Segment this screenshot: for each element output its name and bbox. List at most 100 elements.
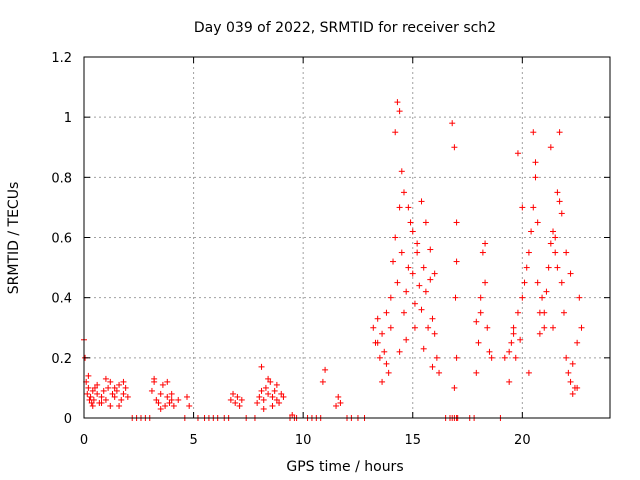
data-point — [91, 384, 98, 391]
data-point — [510, 324, 517, 331]
data-point — [102, 396, 109, 403]
data-point — [449, 120, 456, 127]
data-point — [262, 384, 269, 391]
data-point — [89, 402, 96, 409]
data-point — [260, 396, 267, 403]
data-point — [148, 387, 155, 394]
data-point — [484, 324, 491, 331]
data-point — [398, 168, 405, 175]
data-point — [256, 393, 263, 400]
data-point — [567, 378, 574, 385]
data-point — [519, 204, 526, 211]
data-point — [407, 219, 414, 226]
data-point — [265, 390, 272, 397]
data-point — [94, 390, 101, 397]
data-point — [184, 393, 191, 400]
data-point — [554, 264, 561, 271]
data-point — [383, 360, 390, 367]
data-point — [267, 378, 274, 385]
data-point — [85, 372, 92, 379]
data-point — [451, 384, 458, 391]
data-point — [420, 264, 427, 271]
x-tick-labels: 0 5 10 15 20 — [80, 433, 531, 448]
data-point — [276, 399, 283, 406]
data-point — [541, 309, 548, 316]
data-point — [280, 393, 287, 400]
data-point — [563, 249, 570, 256]
data-point — [420, 345, 427, 352]
data-point — [94, 381, 101, 388]
y-axis-label: SRMTID / TECUs — [6, 182, 22, 295]
data-point — [567, 270, 574, 277]
data-point — [411, 324, 418, 331]
data-point — [558, 210, 565, 217]
data-point — [258, 387, 265, 394]
data-point — [159, 381, 166, 388]
data-point — [234, 393, 241, 400]
data-point — [109, 390, 116, 397]
data-point — [510, 330, 517, 337]
data-point — [403, 336, 410, 343]
data-point — [569, 390, 576, 397]
data-point — [429, 363, 436, 370]
data-point — [517, 336, 524, 343]
plot-frame — [83, 56, 611, 419]
data-point — [85, 384, 92, 391]
data-point — [418, 306, 425, 313]
data-point — [488, 354, 495, 361]
data-point — [433, 354, 440, 361]
data-point — [547, 144, 554, 151]
data-point — [98, 393, 105, 400]
data-point — [479, 249, 486, 256]
x-tick-label: 5 — [189, 433, 197, 448]
x-axis-label: GPS time / hours — [286, 459, 403, 475]
y-tick-labels: 0 0.2 0.4 0.6 0.8 1 1.2 — [51, 51, 72, 427]
data-point — [453, 258, 460, 265]
data-point — [409, 270, 416, 277]
data-point — [403, 288, 410, 295]
data-point — [116, 381, 123, 388]
data-point — [436, 369, 443, 376]
data-point — [124, 393, 131, 400]
data-point — [289, 411, 296, 418]
data-point — [278, 390, 285, 397]
data-point — [168, 390, 175, 397]
data-point — [506, 378, 513, 385]
data-point — [168, 396, 175, 403]
data-point — [335, 393, 342, 400]
data-point — [543, 288, 550, 295]
data-point — [477, 309, 484, 316]
data-point — [319, 378, 326, 385]
data-point — [100, 387, 107, 394]
data-point — [260, 405, 267, 412]
data-point — [175, 396, 182, 403]
data-point — [116, 402, 123, 409]
data-point — [164, 393, 171, 400]
axis-ticks — [83, 56, 610, 419]
data-points — [81, 99, 585, 421]
data-point — [530, 129, 537, 136]
data-point — [563, 354, 570, 361]
data-point — [227, 396, 234, 403]
data-point — [525, 249, 532, 256]
data-point — [392, 129, 399, 136]
data-point — [453, 219, 460, 226]
data-point — [111, 393, 118, 400]
data-point — [254, 399, 261, 406]
data-point — [398, 249, 405, 256]
data-point — [118, 396, 125, 403]
data-point — [532, 174, 539, 181]
data-point — [547, 240, 554, 247]
data-point — [238, 396, 245, 403]
data-point — [89, 387, 96, 394]
data-point — [556, 198, 563, 205]
data-point — [333, 402, 340, 409]
data-point — [157, 390, 164, 397]
data-point — [88, 399, 95, 406]
data-point — [519, 294, 526, 301]
data-point — [394, 99, 401, 106]
data-point — [525, 369, 532, 376]
data-point — [111, 384, 118, 391]
grid-lines — [84, 57, 610, 418]
